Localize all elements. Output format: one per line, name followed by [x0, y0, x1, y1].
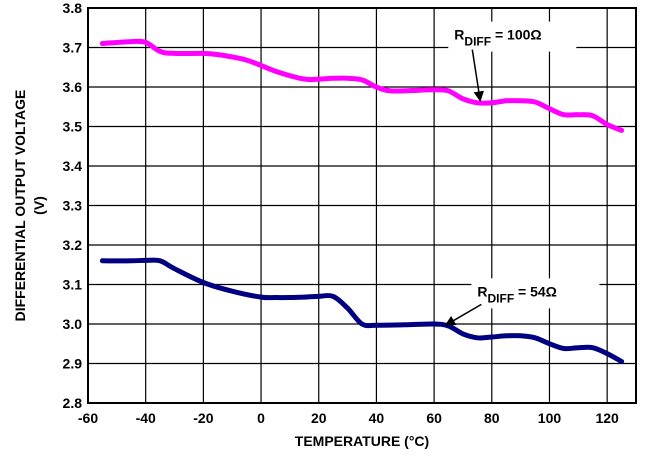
x-axis-title: TEMPERATURE (°C) — [295, 433, 429, 449]
annotation-label-bg — [448, 21, 577, 52]
series-line-rdiff-54 — [99, 257, 625, 364]
series-layer — [99, 38, 625, 364]
series-line-rdiff-100 — [99, 38, 625, 133]
annotation-label-bg — [471, 278, 600, 309]
x-tick-label: 20 — [311, 410, 327, 426]
y-tick-label: 3.5 — [63, 119, 83, 135]
annotation-label: RDIFF = 54Ω — [477, 283, 557, 305]
y-tick-label: 2.8 — [63, 395, 83, 411]
y-tick-label: 3.8 — [63, 0, 83, 16]
x-tick-labels: -60 -40 -20 0 20 40 60 80 100 120 — [78, 410, 619, 426]
y-axis-title: DIFFERENTIAL OUTPUT VOLTAGE — [12, 90, 28, 322]
y-tick-label: 3.0 — [63, 316, 83, 332]
x-tick-label: 100 — [538, 410, 562, 426]
annotation-arrow — [471, 49, 484, 102]
x-tick-label: -20 — [193, 410, 213, 426]
y-tick-label: 2.9 — [63, 356, 83, 372]
y-tick-label: 3.1 — [63, 277, 83, 293]
annotation-label: RDIFF = 100Ω — [454, 27, 541, 49]
y-tick-label: 3.2 — [63, 237, 83, 253]
annotation-arrow — [444, 303, 482, 326]
x-tick-label: 60 — [426, 410, 442, 426]
y-axis-unit: (V) — [31, 196, 47, 215]
x-tick-label: -40 — [136, 410, 156, 426]
y-tick-label: 3.4 — [63, 158, 83, 174]
y-tick-label: 3.3 — [63, 198, 83, 214]
y-tick-label: 3.6 — [63, 79, 83, 95]
x-tick-label: 40 — [369, 410, 385, 426]
y-tick-labels: 2.8 2.9 3.0 3.1 3.2 3.3 3.4 3.5 3.6 3.7 3.8 — [63, 0, 83, 411]
x-tick-label: -60 — [78, 410, 98, 426]
x-tick-label: 0 — [257, 410, 265, 426]
x-tick-label: 120 — [595, 410, 619, 426]
annotation-layer: RDIFF = 100Ω RDIFF = 54Ω — [444, 21, 600, 326]
x-tick-label: 80 — [484, 410, 500, 426]
plot-frame — [87, 7, 637, 404]
y-tick-label: 3.7 — [63, 40, 83, 56]
